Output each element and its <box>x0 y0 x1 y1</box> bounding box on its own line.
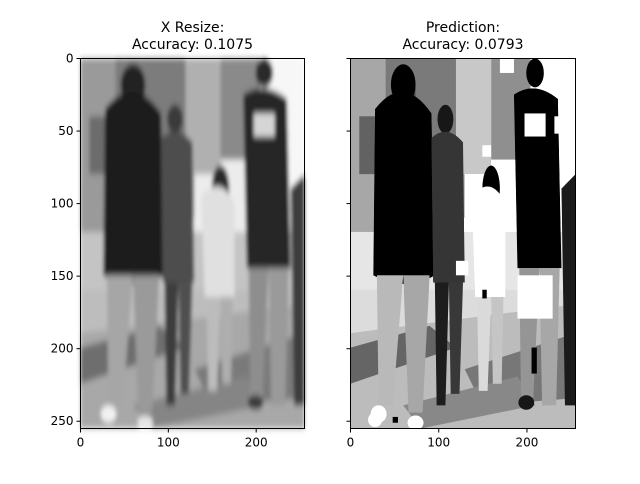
y-tick-label: 250 <box>51 414 74 428</box>
prediction-image <box>350 58 576 430</box>
axes-1-title-line-1: Prediction: <box>426 20 500 36</box>
axes-0-title-line-2: Accuracy: 0.1075 <box>132 37 253 53</box>
axes-1-ticks: 0 100 200 <box>346 58 539 450</box>
axes-0: 0 100 200 0 50 100 150 200 250 <box>51 52 305 450</box>
x-tick-label: 100 <box>427 436 450 450</box>
axes-0-frame <box>80 58 305 429</box>
axes-1-title: Prediction: Accuracy: 0.0793 <box>402 20 523 53</box>
axes-1: 0 100 200 <box>346 58 576 450</box>
axes-0-ticks: 0 100 200 0 50 100 150 200 250 <box>51 52 268 450</box>
y-tick-label: 0 <box>66 52 74 66</box>
axes-1-title-line-2: Accuracy: 0.0793 <box>402 37 523 53</box>
x-tick-label: 0 <box>77 436 85 450</box>
y-tick-label: 100 <box>51 197 74 211</box>
x-tick-label: 100 <box>157 436 180 450</box>
axes-1-frame <box>350 58 576 429</box>
axes-0-title-line-1: X Resize: <box>161 20 225 36</box>
x-resize-image <box>80 58 305 430</box>
axes-0-title: X Resize: Accuracy: 0.1075 <box>132 20 253 53</box>
x-tick-label: 200 <box>245 436 268 450</box>
y-tick-label: 50 <box>58 124 73 138</box>
x-tick-label: 200 <box>516 436 539 450</box>
y-tick-label: 200 <box>51 342 74 356</box>
y-tick-label: 150 <box>51 269 74 283</box>
x-tick-label: 0 <box>347 436 355 450</box>
